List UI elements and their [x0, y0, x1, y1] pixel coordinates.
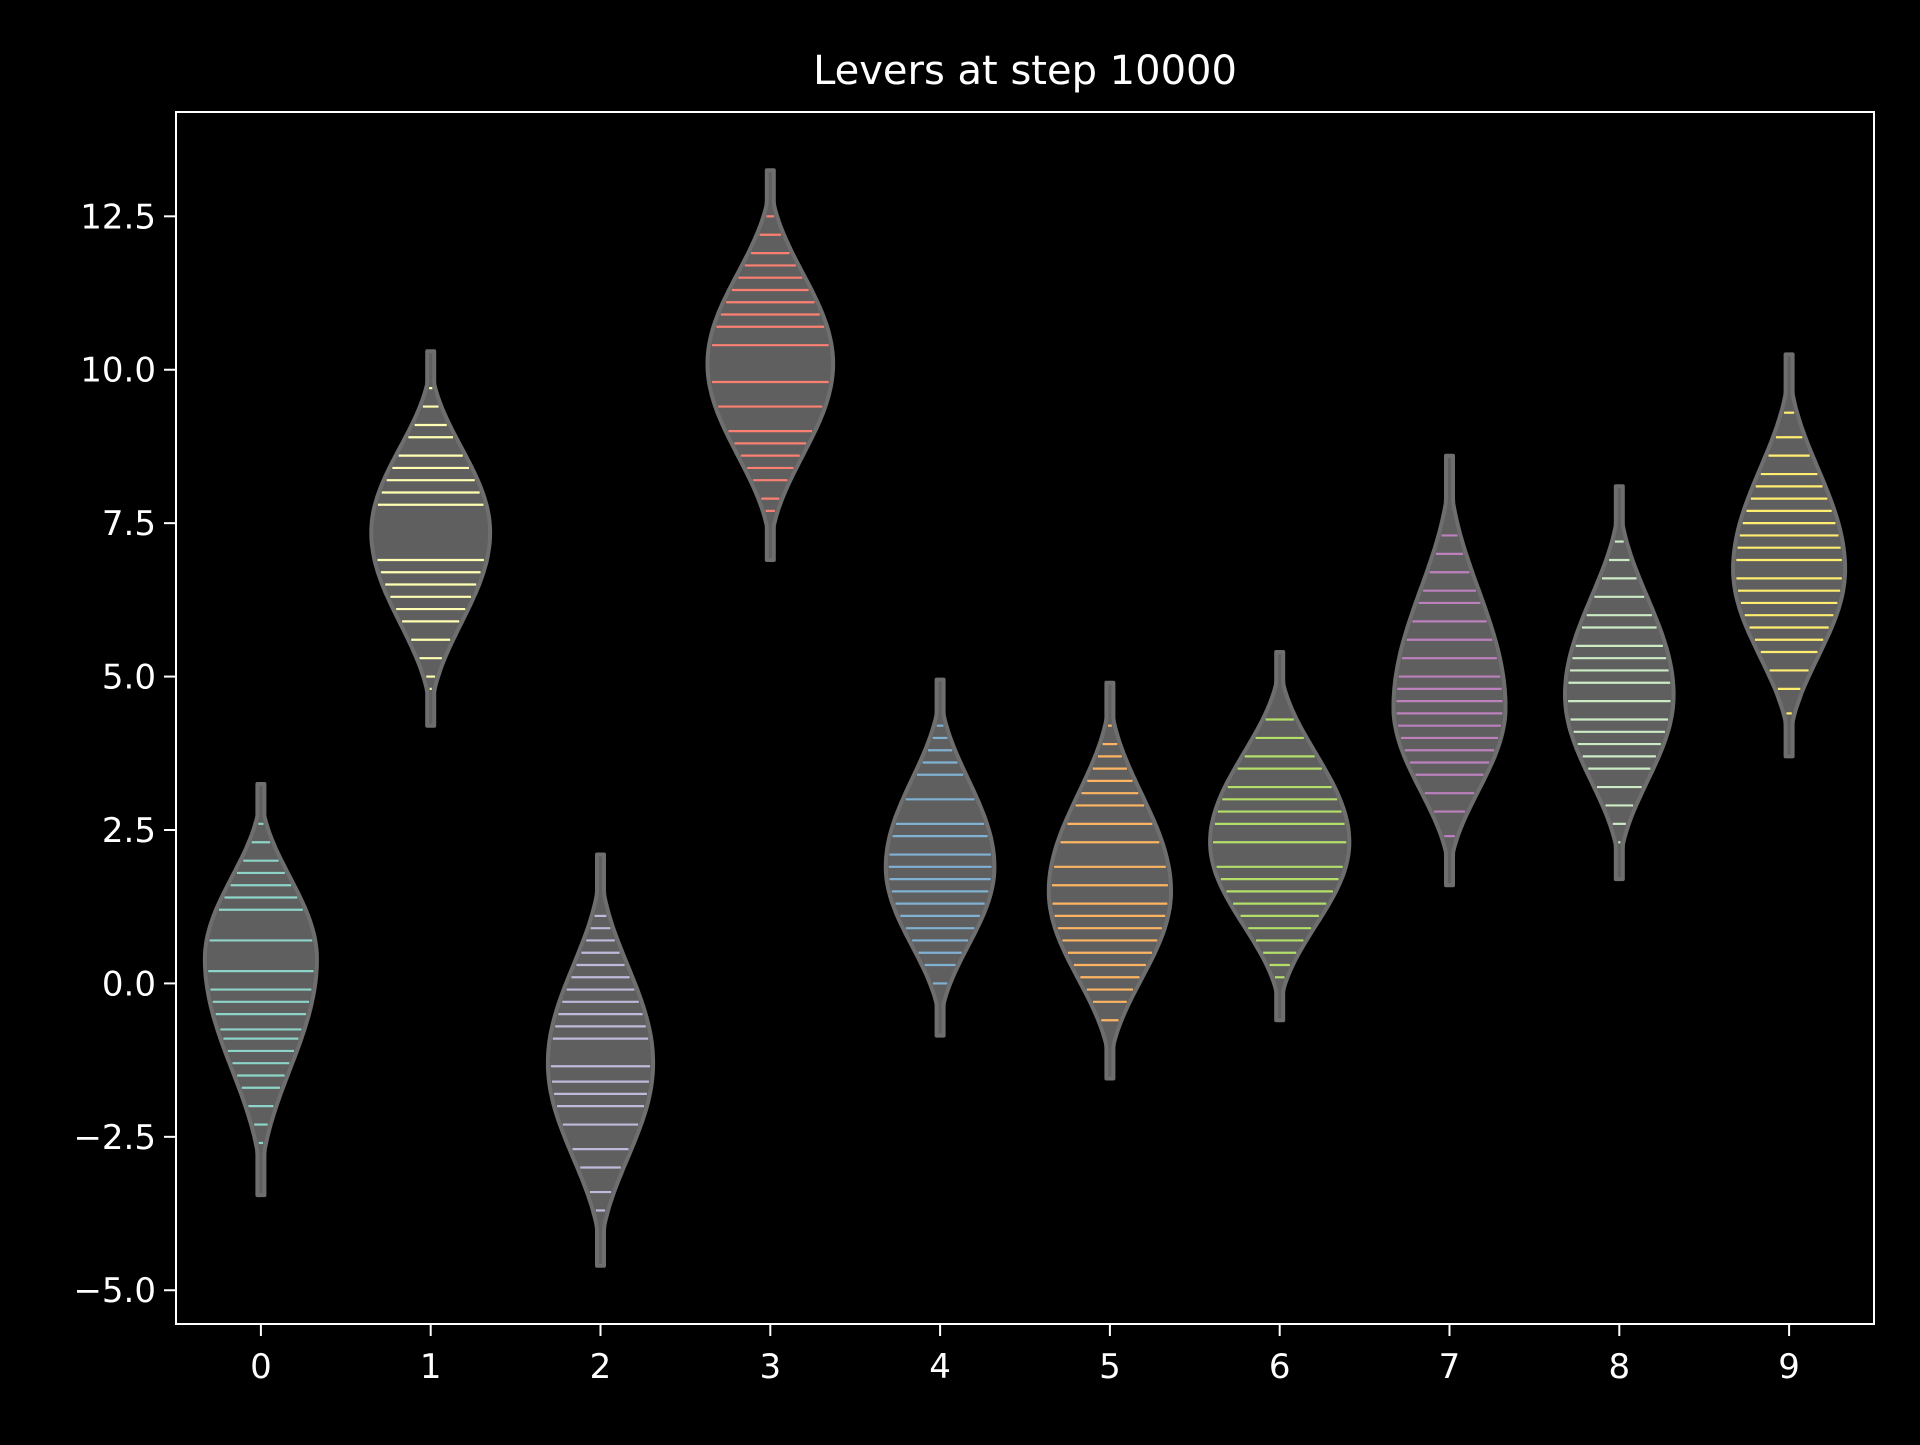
violin-body	[1391, 453, 1508, 888]
x-tick-label: 3	[759, 1347, 781, 1387]
y-tick-label: 10.0	[80, 351, 156, 391]
violin-8	[1563, 484, 1676, 882]
y-tick-label: −5.0	[73, 1271, 156, 1311]
x-tick-label: 5	[1099, 1347, 1121, 1387]
x-axis: 0 1 2 3 4 5 6 7 8 9	[250, 1324, 1800, 1387]
violin-1	[369, 349, 493, 728]
x-tick-label: 6	[1269, 1347, 1291, 1387]
violin-6	[1208, 650, 1352, 1023]
x-tick-label: 8	[1608, 1347, 1630, 1387]
violin-body	[705, 168, 836, 562]
y-axis: −5.0 −2.5 0.0 2.5 5.0 7.5 10.0 12.5	[73, 197, 176, 1311]
x-tick-label: 9	[1778, 1347, 1800, 1387]
y-tick-label: 7.5	[102, 504, 156, 544]
violin-5	[1046, 680, 1173, 1081]
x-tick-label: 2	[590, 1347, 612, 1387]
violin-body	[545, 852, 656, 1268]
x-tick-label: 7	[1439, 1347, 1461, 1387]
y-tick-label: 2.5	[102, 811, 156, 851]
violin-7	[1391, 453, 1508, 888]
violin-body	[1208, 650, 1352, 1023]
chart-title: Levers at step 10000	[813, 48, 1237, 94]
x-tick-label: 0	[250, 1347, 272, 1387]
violin-9	[1731, 352, 1848, 759]
y-tick-label: 5.0	[102, 658, 156, 698]
x-tick-label: 1	[420, 1347, 442, 1387]
y-tick-label: 0.0	[102, 964, 156, 1004]
x-tick-label: 4	[929, 1347, 951, 1387]
violin-0	[202, 782, 319, 1198]
y-tick-label: −2.5	[73, 1118, 156, 1158]
violin-body	[369, 349, 493, 728]
violin-2	[545, 852, 656, 1268]
violins-layer	[202, 168, 1848, 1268]
violin-body	[1046, 680, 1173, 1081]
axes-frame	[175, 111, 1875, 1325]
violin-body	[1731, 352, 1848, 759]
y-tick-label: 12.5	[80, 197, 156, 237]
violin-3	[705, 168, 836, 562]
violin-body	[883, 677, 997, 1038]
violin-4	[883, 677, 997, 1038]
